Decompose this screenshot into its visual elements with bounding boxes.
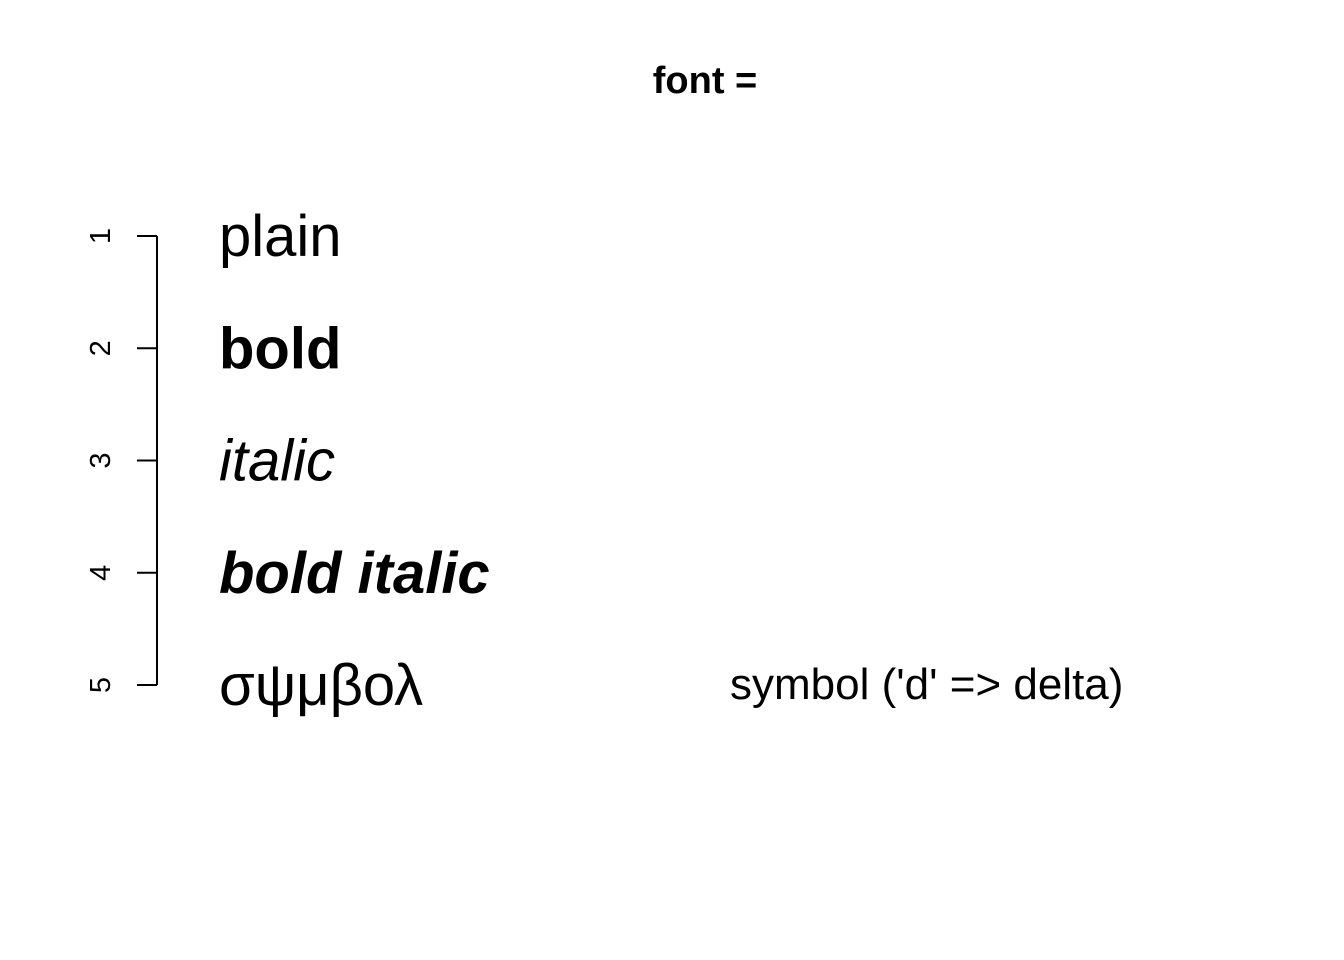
font-sample-bold-italic: bold italic	[219, 541, 490, 606]
font-sample-plain: plain	[219, 204, 342, 269]
font-sample-bold: bold	[219, 316, 341, 381]
font-sample-italic: italic	[219, 429, 335, 494]
y-tick-label-3: 3	[85, 452, 117, 468]
y-tick-label-5: 5	[85, 677, 117, 693]
y-axis: 1 2 3 4 5	[85, 228, 158, 693]
font-sample-symbol: σψμβολ	[219, 653, 423, 718]
y-tick-label-2: 2	[85, 340, 117, 356]
font-samples: plain bold italic bold italic σψμβολ symbol (…	[219, 204, 1123, 718]
y-tick-label-1: 1	[85, 228, 117, 244]
chart-title: font =	[653, 60, 757, 102]
font-sample-note: symbol ('d' => delta)	[730, 660, 1123, 709]
y-tick-label-4: 4	[85, 565, 117, 581]
